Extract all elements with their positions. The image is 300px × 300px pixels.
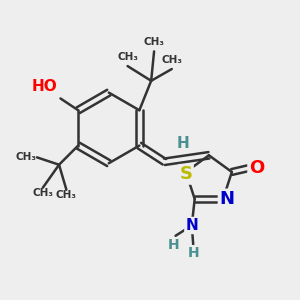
Text: H: H: [167, 238, 179, 252]
Text: H: H: [188, 246, 199, 260]
Text: N: N: [219, 190, 234, 208]
Text: CH₃: CH₃: [144, 37, 165, 47]
Text: CH₃: CH₃: [117, 52, 138, 62]
Text: CH₃: CH₃: [56, 190, 77, 200]
Text: CH₃: CH₃: [16, 152, 37, 162]
Text: O: O: [249, 159, 264, 177]
Text: S: S: [179, 165, 192, 183]
Text: H: H: [176, 136, 189, 152]
Text: HO: HO: [32, 79, 58, 94]
Text: N: N: [185, 218, 198, 233]
Text: CH₃: CH₃: [161, 55, 182, 64]
Text: CH₃: CH₃: [32, 188, 53, 198]
